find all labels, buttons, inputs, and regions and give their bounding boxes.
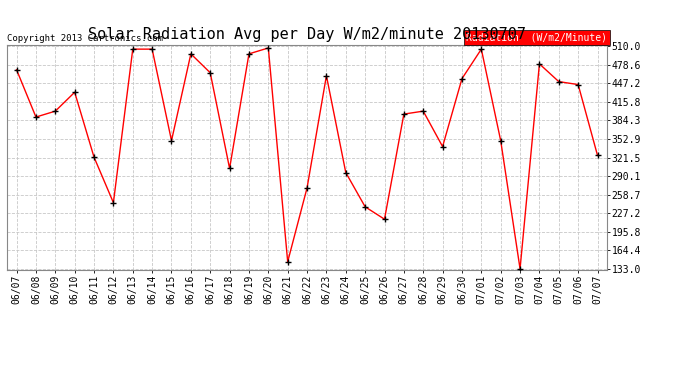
Text: Copyright 2013 Cartronics.com: Copyright 2013 Cartronics.com [7,34,163,43]
Title: Solar Radiation Avg per Day W/m2/minute 20130707: Solar Radiation Avg per Day W/m2/minute … [88,27,526,42]
Text: Radiation  (W/m2/Minute): Radiation (W/m2/Minute) [466,33,607,43]
